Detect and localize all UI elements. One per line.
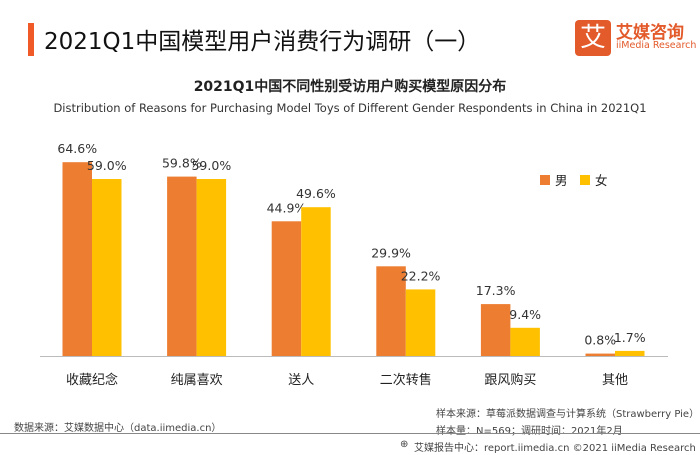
footer-divider (0, 433, 700, 434)
legend-label: 男 (555, 173, 568, 188)
bar-male (376, 266, 406, 356)
data-label: 59.0% (87, 158, 127, 173)
bar-female (196, 179, 227, 356)
bar-male (585, 353, 615, 356)
data-label: 22.2% (401, 268, 441, 283)
x-tick-label: 跟风购买 (484, 372, 536, 388)
data-label: 17.3% (476, 283, 516, 298)
bar-male (167, 176, 197, 356)
bar-male (271, 221, 302, 356)
x-tick-label: 收藏纪念 (66, 372, 118, 388)
data-label: 49.6% (296, 186, 336, 201)
legend-label: 女 (595, 173, 608, 188)
chart-title: 2021Q1中国不同性别受访用户购买模型原因分布 (193, 79, 507, 95)
data-source: 数据来源：艾媒数据中心（data.iimedia.cn） (14, 423, 222, 434)
page-title: 2021Q1中国模型用户消费行为调研（一） (44, 29, 481, 55)
data-label: 9.4% (509, 307, 541, 322)
bar-chart: 64.6%59.0%收藏纪念59.8%59.0%纯属喜欢44.9%49.6%送人… (40, 141, 668, 388)
logo-text: 艾媒咨询 (616, 23, 684, 43)
bar-female (405, 289, 436, 356)
logo-mark: 艾 (575, 20, 611, 56)
data-label: 59.8% (162, 156, 202, 171)
copyright: 艾媒报告中心：report.iimedia.cn ©2021 iiMedia R… (414, 443, 700, 454)
bar-female (510, 327, 540, 356)
bar-male (62, 162, 92, 356)
data-label: 29.9% (371, 245, 411, 260)
bar-male (480, 304, 511, 356)
x-tick-label: 其他 (602, 373, 628, 388)
sample-size: 样本量：N=569；调研时间：2021年2月 (436, 426, 623, 437)
legend-swatch (580, 175, 590, 185)
sample-source: 样本来源：草莓派数据调查与计算系统（Strawberry Pie） (436, 409, 700, 420)
x-tick-label: 纯属喜欢 (171, 373, 223, 388)
title-accent-bar (28, 23, 34, 56)
bar-female (615, 350, 645, 356)
data-label: 0.8% (584, 333, 616, 348)
legend-swatch (540, 175, 550, 185)
globe-icon: ⊕ (400, 439, 409, 450)
data-label: 1.7% (614, 330, 646, 345)
data-label: 59.0% (191, 158, 231, 173)
bar-female (92, 179, 122, 356)
x-tick-label: 二次转售 (380, 372, 432, 388)
chart-subtitle: Distribution of Reasons for Purchasing M… (53, 101, 647, 115)
data-label: 64.6% (57, 141, 97, 156)
bar-female (301, 207, 331, 356)
x-tick-label: 送人 (288, 373, 314, 388)
data-label: 44.9% (267, 200, 307, 215)
logo-subtext: iiMedia Research (616, 40, 697, 51)
